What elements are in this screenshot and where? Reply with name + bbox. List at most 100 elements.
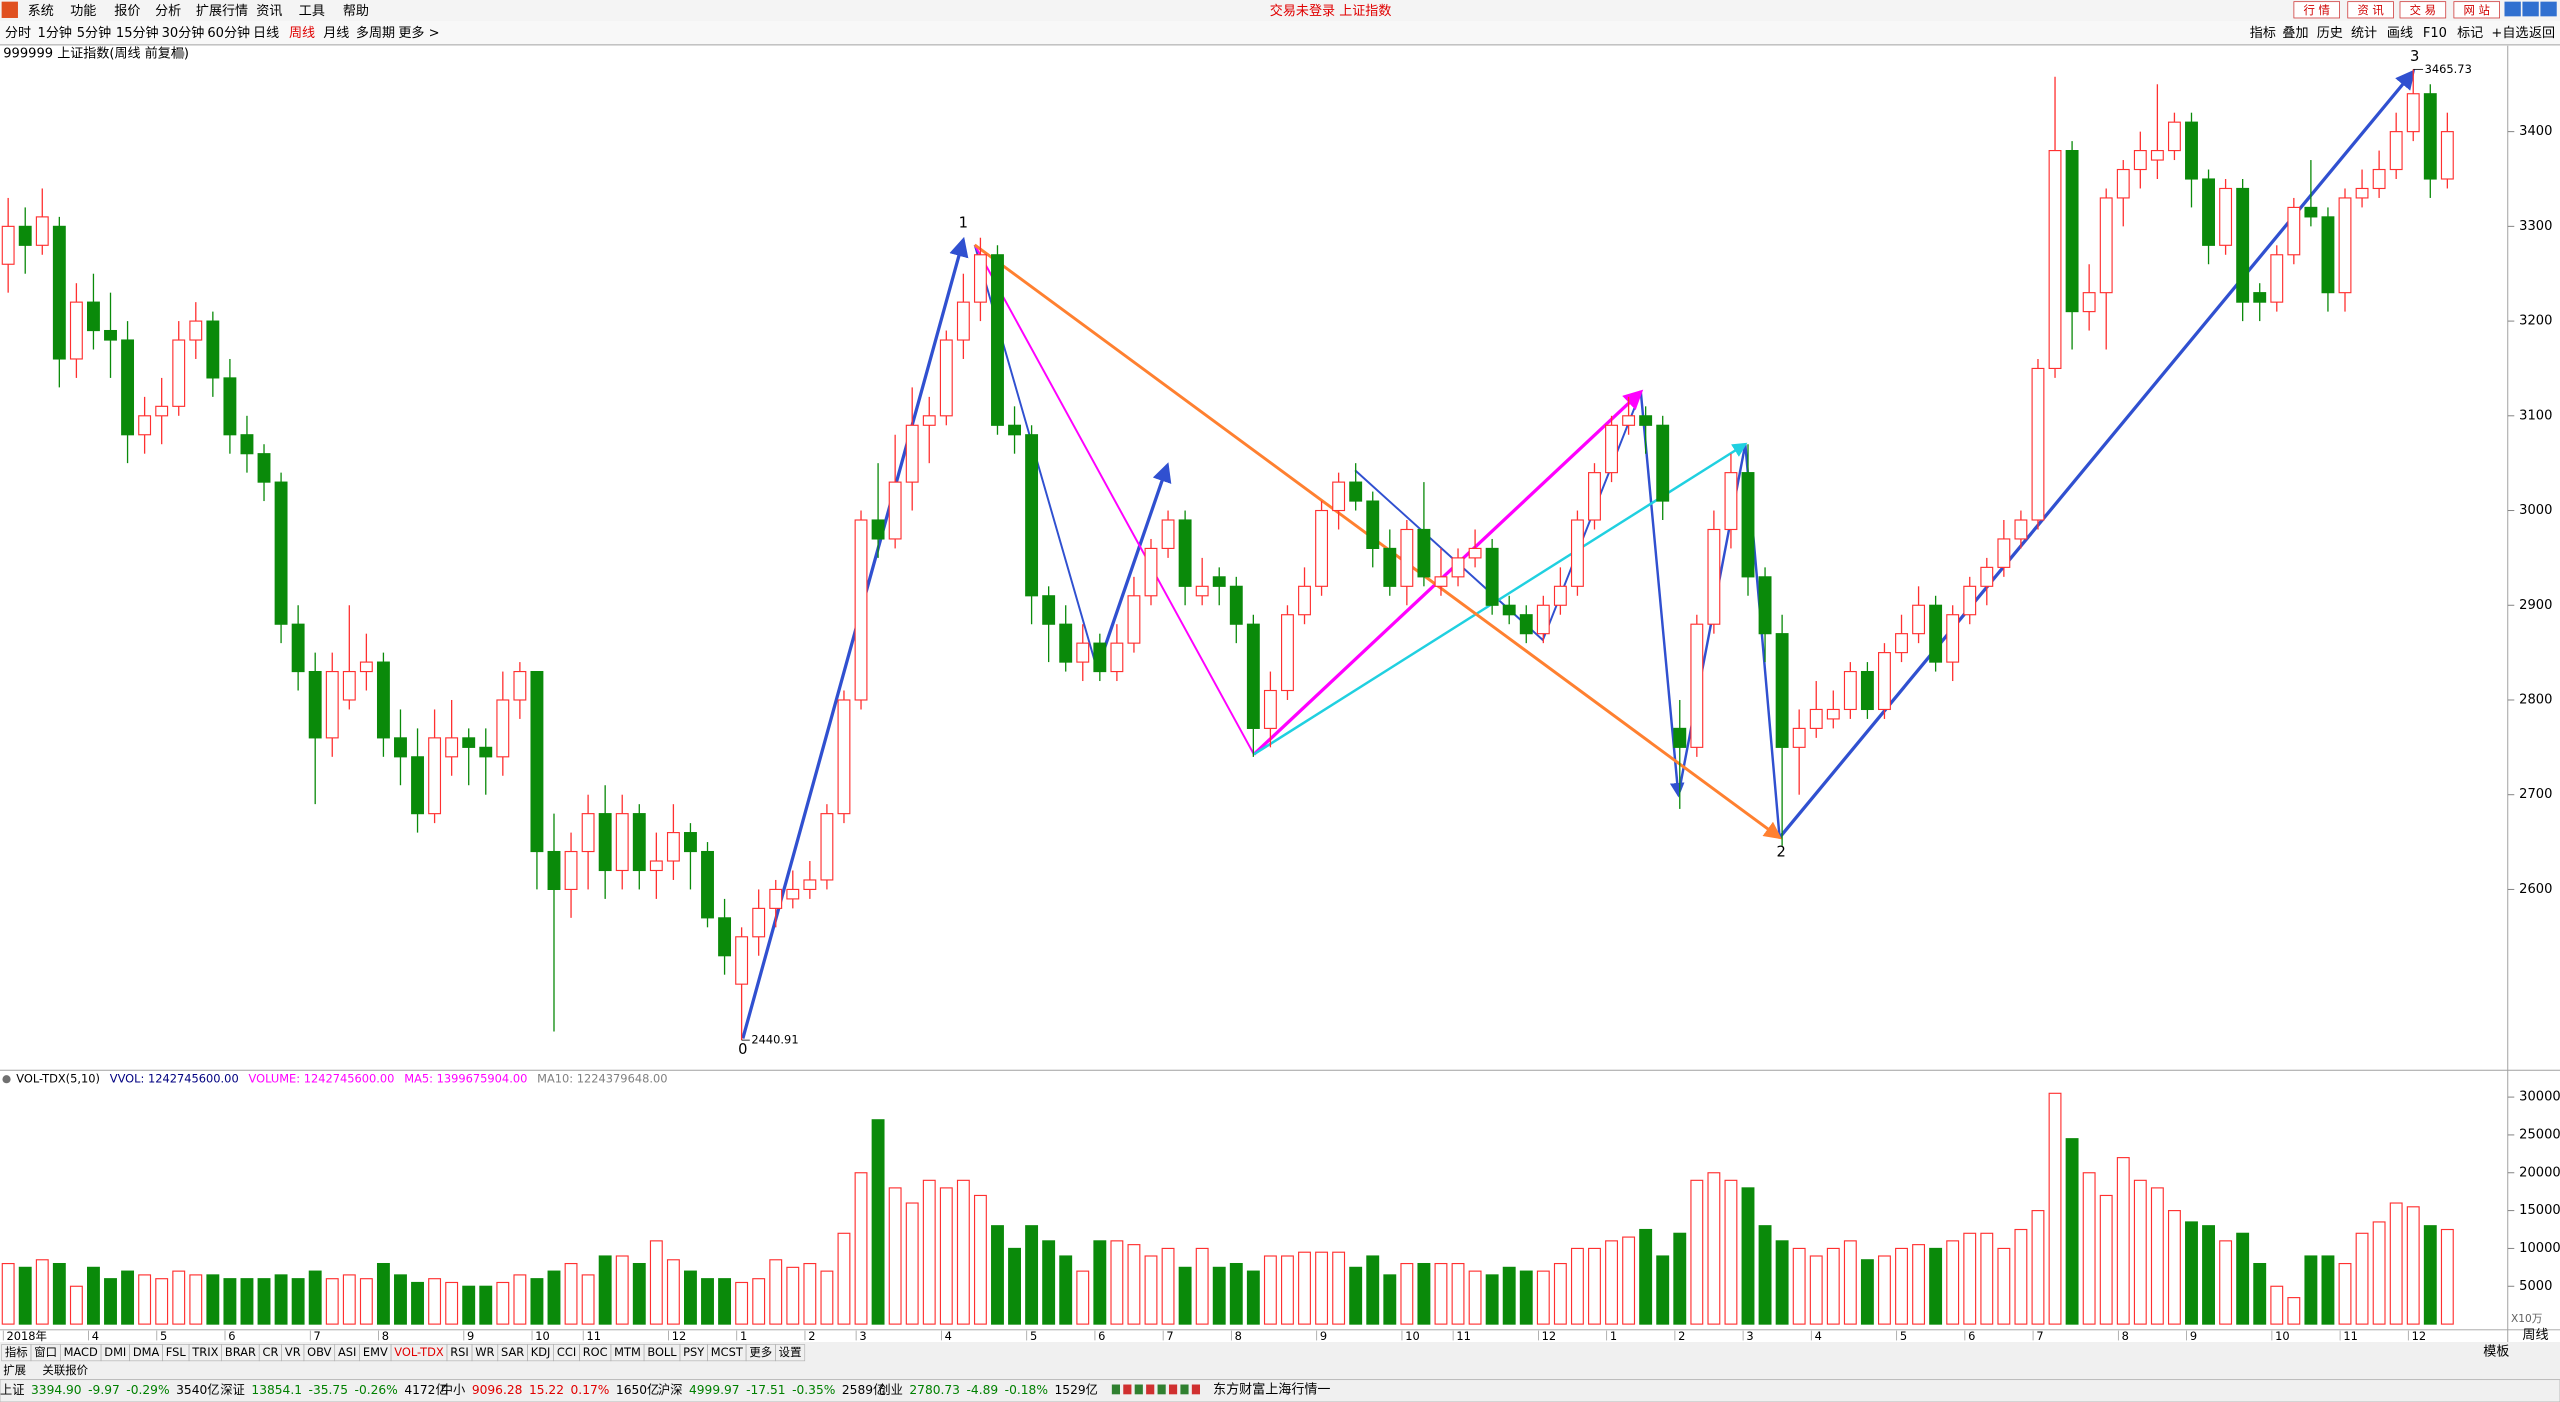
window-control[interactable]: [2522, 1, 2539, 17]
indicator-tab[interactable]: TRIX: [191, 1345, 218, 1359]
period-button[interactable]: 多周期: [356, 25, 395, 41]
menu-item[interactable]: 帮助: [343, 4, 369, 19]
indicator-tab[interactable]: MTM: [614, 1345, 641, 1359]
period-button[interactable]: 日线: [253, 26, 279, 41]
tool-button[interactable]: 画线: [2387, 26, 2413, 41]
period-button[interactable]: 15分钟: [116, 25, 159, 41]
indicator-tab[interactable]: FSL: [166, 1345, 187, 1359]
period-button[interactable]: 60分钟: [207, 25, 250, 41]
indicator-tab[interactable]: ASI: [338, 1345, 356, 1359]
top-button[interactable]: 资 讯: [2357, 3, 2384, 17]
period-button[interactable]: 周线: [289, 26, 315, 41]
period-button[interactable]: 1分钟: [38, 25, 72, 41]
menu-item[interactable]: 分析: [155, 4, 181, 19]
period-button[interactable]: 30分钟: [162, 25, 205, 41]
indicator-tab[interactable]: 指标: [5, 1345, 28, 1359]
indicator-tab-group[interactable]: 设置: [775, 1344, 806, 1362]
tool-button[interactable]: 叠加: [2282, 26, 2308, 41]
indicator-tab-group[interactable]: DMA: [129, 1344, 163, 1362]
tool-button[interactable]: 返回: [2529, 26, 2555, 41]
indicator-tab-group[interactable]: 窗口: [30, 1344, 61, 1362]
top-button-frame[interactable]: [2293, 1, 2340, 19]
indicator-tab[interactable]: MACD: [64, 1345, 98, 1359]
tool-button[interactable]: 指标: [2250, 26, 2276, 41]
period-button[interactable]: 更多 >: [398, 25, 439, 41]
indicator-tab-group[interactable]: VOL-TDX: [390, 1344, 448, 1362]
indicator-tab-group[interactable]: ASI: [334, 1344, 360, 1362]
indicator-tab[interactable]: DMI: [104, 1345, 126, 1359]
top-button[interactable]: 交 易: [2410, 3, 2436, 17]
indicator-tab-group[interactable]: RSI: [446, 1344, 473, 1362]
indicator-tab-group[interactable]: 指标: [1, 1344, 32, 1362]
indicator-tab[interactable]: CR: [262, 1345, 278, 1359]
top-button[interactable]: 网 站: [2464, 3, 2490, 17]
bottom-tab[interactable]: 关联报价: [42, 1363, 88, 1377]
indicator-tab-group[interactable]: ROC: [579, 1344, 612, 1362]
indicator-tab-group[interactable]: DMI: [100, 1344, 130, 1362]
window-control[interactable]: [2504, 1, 2521, 17]
indicator-tab[interactable]: BRAR: [225, 1345, 256, 1359]
indicator-tab-group[interactable]: EMV: [359, 1344, 392, 1362]
tool-button[interactable]: 历史: [2317, 26, 2343, 41]
window-control[interactable]: [2540, 1, 2557, 17]
volume-bar: [581, 1274, 595, 1325]
tool-button[interactable]: +自选: [2491, 26, 2528, 41]
tool-button[interactable]: 标记: [2457, 26, 2483, 41]
indicator-tab-group[interactable]: MCST: [707, 1344, 747, 1362]
indicator-tab-group[interactable]: WR: [471, 1344, 499, 1362]
feed-icon: [1111, 1384, 1120, 1395]
period-button[interactable]: 5分钟: [77, 25, 111, 41]
indicator-tab-group[interactable]: BRAR: [221, 1344, 260, 1362]
indicator-tab-group[interactable]: PSY: [679, 1344, 708, 1362]
period-button[interactable]: 月线: [323, 26, 349, 41]
menu-item[interactable]: 报价: [114, 4, 140, 19]
indicator-tab-group[interactable]: 更多: [745, 1344, 776, 1362]
top-button-frame[interactable]: [2399, 1, 2447, 19]
indicator-tab[interactable]: PSY: [683, 1345, 704, 1359]
period-button[interactable]: 分时: [5, 26, 31, 41]
indicator-tab[interactable]: SAR: [501, 1345, 524, 1359]
top-button-frame[interactable]: [2453, 1, 2500, 19]
indicator-tab[interactable]: EMV: [363, 1345, 388, 1359]
indicator-tab-group[interactable]: FSL: [162, 1344, 190, 1362]
menu-item[interactable]: 系统: [28, 4, 54, 19]
indicator-tab-group[interactable]: KDJ: [527, 1344, 554, 1362]
panel-icon[interactable]: [2, 1075, 11, 1084]
indicator-tab[interactable]: RSI: [450, 1345, 469, 1359]
indicator-tab-group[interactable]: OBV: [303, 1344, 336, 1362]
menu-item[interactable]: 工具: [299, 4, 325, 19]
indicator-tab-group[interactable]: SAR: [497, 1344, 528, 1362]
tool-button[interactable]: F10: [2423, 26, 2447, 41]
indicator-tab-group[interactable]: TRIX: [188, 1344, 222, 1362]
tool-button[interactable]: 统计: [2351, 26, 2377, 41]
menu-item[interactable]: 扩展行情: [196, 4, 248, 19]
bottom-tab[interactable]: 扩展: [3, 1363, 26, 1377]
indicator-tab-group[interactable]: CR: [258, 1344, 282, 1362]
indicator-tab[interactable]: ROC: [583, 1345, 608, 1359]
template-button[interactable]: 模板: [2483, 1344, 2509, 1359]
indicator-tab[interactable]: WR: [475, 1345, 494, 1359]
menu-item[interactable]: 资讯: [256, 4, 282, 19]
indicator-tab-group[interactable]: BOLL: [643, 1344, 681, 1362]
indicator-tab[interactable]: 窗口: [34, 1345, 57, 1359]
indicator-tab-frame[interactable]: [775, 1344, 806, 1362]
indicator-tab[interactable]: KDJ: [531, 1345, 551, 1359]
indicator-tab[interactable]: 设置: [779, 1345, 802, 1359]
indicator-tab-group[interactable]: VR: [281, 1344, 305, 1362]
indicator-tab[interactable]: DMA: [133, 1345, 160, 1359]
indicator-tab[interactable]: 更多: [749, 1345, 772, 1359]
indicator-tab[interactable]: MCST: [711, 1345, 743, 1359]
indicator-tab[interactable]: VOL-TDX: [394, 1345, 444, 1359]
indicator-tab[interactable]: CCI: [557, 1345, 576, 1359]
indicator-tab-group[interactable]: MTM: [610, 1344, 645, 1362]
top-button-frame[interactable]: [2347, 1, 2394, 19]
menu-item[interactable]: 功能: [70, 4, 96, 19]
indicator-tab-group[interactable]: MACD: [59, 1344, 102, 1362]
indicator-tab[interactable]: OBV: [307, 1345, 331, 1359]
indicator-tab-group[interactable]: CCI: [553, 1344, 580, 1362]
x-tick-label: 1: [740, 1329, 747, 1343]
indicator-tab[interactable]: BOLL: [647, 1345, 677, 1359]
settings-icon[interactable]: [174, 48, 185, 59]
indicator-tab[interactable]: VR: [285, 1345, 301, 1359]
top-button[interactable]: 行 情: [2304, 3, 2330, 17]
